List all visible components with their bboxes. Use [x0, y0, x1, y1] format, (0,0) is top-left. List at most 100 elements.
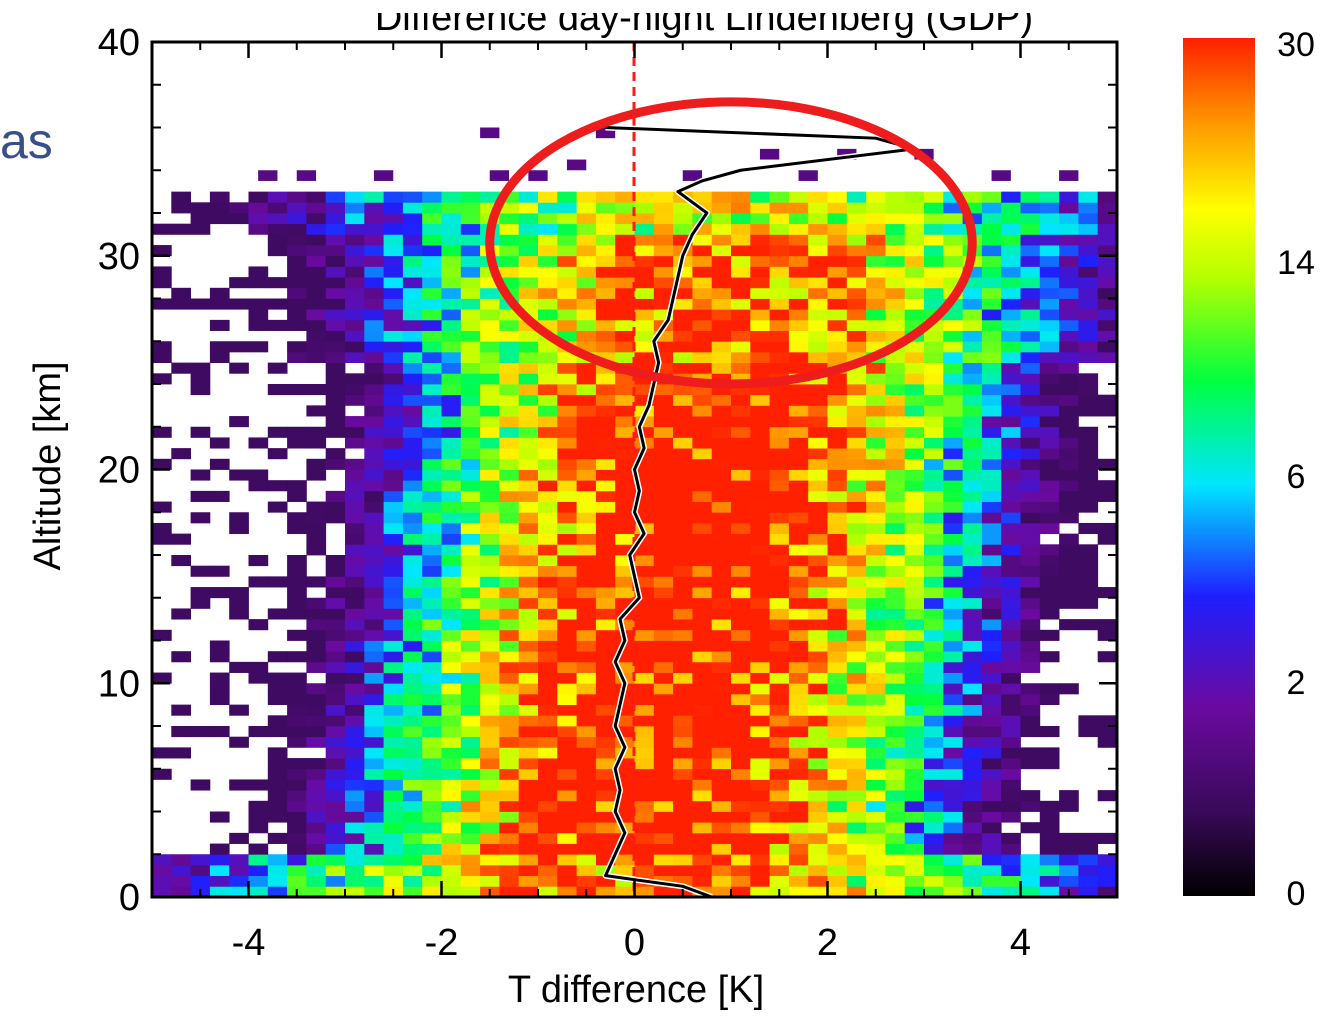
- heatmap-cell: [1039, 587, 1060, 599]
- heatmap-cell: [248, 661, 269, 673]
- heatmap-cell: [499, 458, 520, 470]
- heatmap-cell: [383, 405, 404, 417]
- heatmap-cell: [1078, 330, 1099, 342]
- heatmap-cell: [518, 576, 539, 588]
- heatmap-cell: [885, 608, 906, 620]
- heatmap-cell: [538, 416, 558, 428]
- heatmap-cell: [1039, 629, 1060, 641]
- heatmap-cell: [885, 736, 906, 748]
- heatmap-cell: [769, 384, 790, 396]
- heatmap-cell: [538, 886, 558, 897]
- heatmap-cell: [538, 822, 558, 834]
- heatmap-cell: [653, 768, 674, 780]
- heatmap-cell: [499, 202, 520, 214]
- heatmap-cell: [634, 629, 655, 641]
- heatmap-cell: [788, 426, 809, 438]
- heatmap-cell: [306, 501, 327, 513]
- heatmap-cell: [769, 512, 790, 524]
- heatmap-cell: [460, 683, 481, 695]
- heatmap-cell: [692, 715, 713, 727]
- heatmap-cell: [673, 704, 693, 716]
- heatmap-cell: [788, 832, 809, 844]
- heatmap-cell: [538, 309, 558, 321]
- heatmap-cell: [846, 768, 867, 780]
- heatmap-cell: [345, 213, 365, 225]
- heatmap-cell: [422, 811, 442, 823]
- heatmap-cell: [885, 864, 906, 877]
- heatmap-cell: [885, 875, 906, 887]
- heatmap-cell: [190, 362, 211, 374]
- heatmap-cell: [692, 726, 713, 738]
- heatmap-cell: [653, 512, 674, 524]
- heatmap-cell: [480, 512, 500, 524]
- heatmap-cell: [827, 384, 848, 396]
- heatmap-cell: [460, 661, 481, 673]
- heatmap-cell: [769, 811, 790, 823]
- heatmap-cell: [576, 437, 597, 449]
- heatmap-cell: [769, 864, 790, 877]
- heatmap-cell: [673, 384, 693, 396]
- heatmap-cell: [769, 608, 790, 620]
- heatmap-cell: [808, 886, 828, 897]
- heatmap-cell: [962, 661, 983, 673]
- heatmap-cell: [345, 394, 365, 406]
- heatmap-cell: [750, 822, 770, 834]
- heatmap-cell: [885, 234, 906, 246]
- heatmap-cell: [885, 822, 906, 834]
- heatmap-cell: [981, 726, 1002, 738]
- heatmap-cell: [557, 875, 577, 887]
- heatmap-cell: [653, 640, 674, 652]
- heatmap-cell: [364, 351, 384, 364]
- heatmap-cell: [827, 426, 848, 438]
- heatmap-cell: [576, 683, 597, 695]
- heatmap-cell: [576, 255, 597, 267]
- heatmap-cell: [634, 864, 655, 877]
- heatmap-cell: [1001, 758, 1021, 770]
- heatmap-cell: [711, 693, 732, 706]
- heatmap-cell: [653, 490, 674, 502]
- x-tick-label: -4: [232, 922, 266, 964]
- heatmap-cell: [287, 832, 307, 844]
- heatmap-cell: [1001, 245, 1021, 257]
- heatmap-cell: [731, 651, 751, 663]
- heatmap-cell: [383, 512, 404, 524]
- heatmap-cell: [981, 854, 1002, 866]
- heatmap-cell: [306, 693, 327, 706]
- heatmap-cell: [615, 480, 635, 492]
- heatmap-cell: [595, 522, 616, 535]
- heatmap-cell: [924, 416, 944, 428]
- heatmap-cell: [171, 202, 191, 214]
- heatmap-cell: [422, 213, 442, 225]
- heatmap-cell: [846, 533, 867, 545]
- heatmap-cell: [808, 640, 828, 652]
- heatmap-cell: [943, 213, 963, 225]
- heatmap-cell: [1001, 480, 1021, 492]
- heatmap-cell: [1039, 565, 1060, 577]
- heatmap-cell: [846, 651, 867, 663]
- heatmap-cell: [924, 651, 944, 663]
- heatmap-cell: [306, 832, 327, 844]
- heatmap-cell: [692, 351, 713, 364]
- heatmap-cell: [962, 832, 983, 844]
- heatmap-cell: [1059, 469, 1079, 481]
- heatmap-cell: [731, 672, 751, 684]
- heatmap-cell: [1059, 544, 1079, 556]
- heatmap-cell: [306, 683, 327, 695]
- heatmap-cell: [306, 640, 327, 652]
- heatmap-cell: [557, 854, 577, 866]
- heatmap-cell: [1078, 565, 1099, 577]
- heatmap-cell: [518, 437, 539, 449]
- heatmap-cell: [518, 629, 539, 641]
- heatmap-cell: [962, 490, 983, 502]
- heatmap-cell: [692, 683, 713, 695]
- heatmap-cell: [788, 416, 809, 428]
- heatmap-cell: [480, 127, 500, 139]
- heatmap-cell: [750, 832, 770, 844]
- heatmap-cell: [480, 544, 500, 556]
- heatmap-cell: [518, 426, 539, 438]
- heatmap-cell: [1020, 245, 1041, 257]
- heatmap-cell: [962, 640, 983, 652]
- heatmap-cell: [924, 704, 944, 716]
- heatmap-cell: [1039, 405, 1060, 417]
- heatmap-cell: [769, 341, 790, 353]
